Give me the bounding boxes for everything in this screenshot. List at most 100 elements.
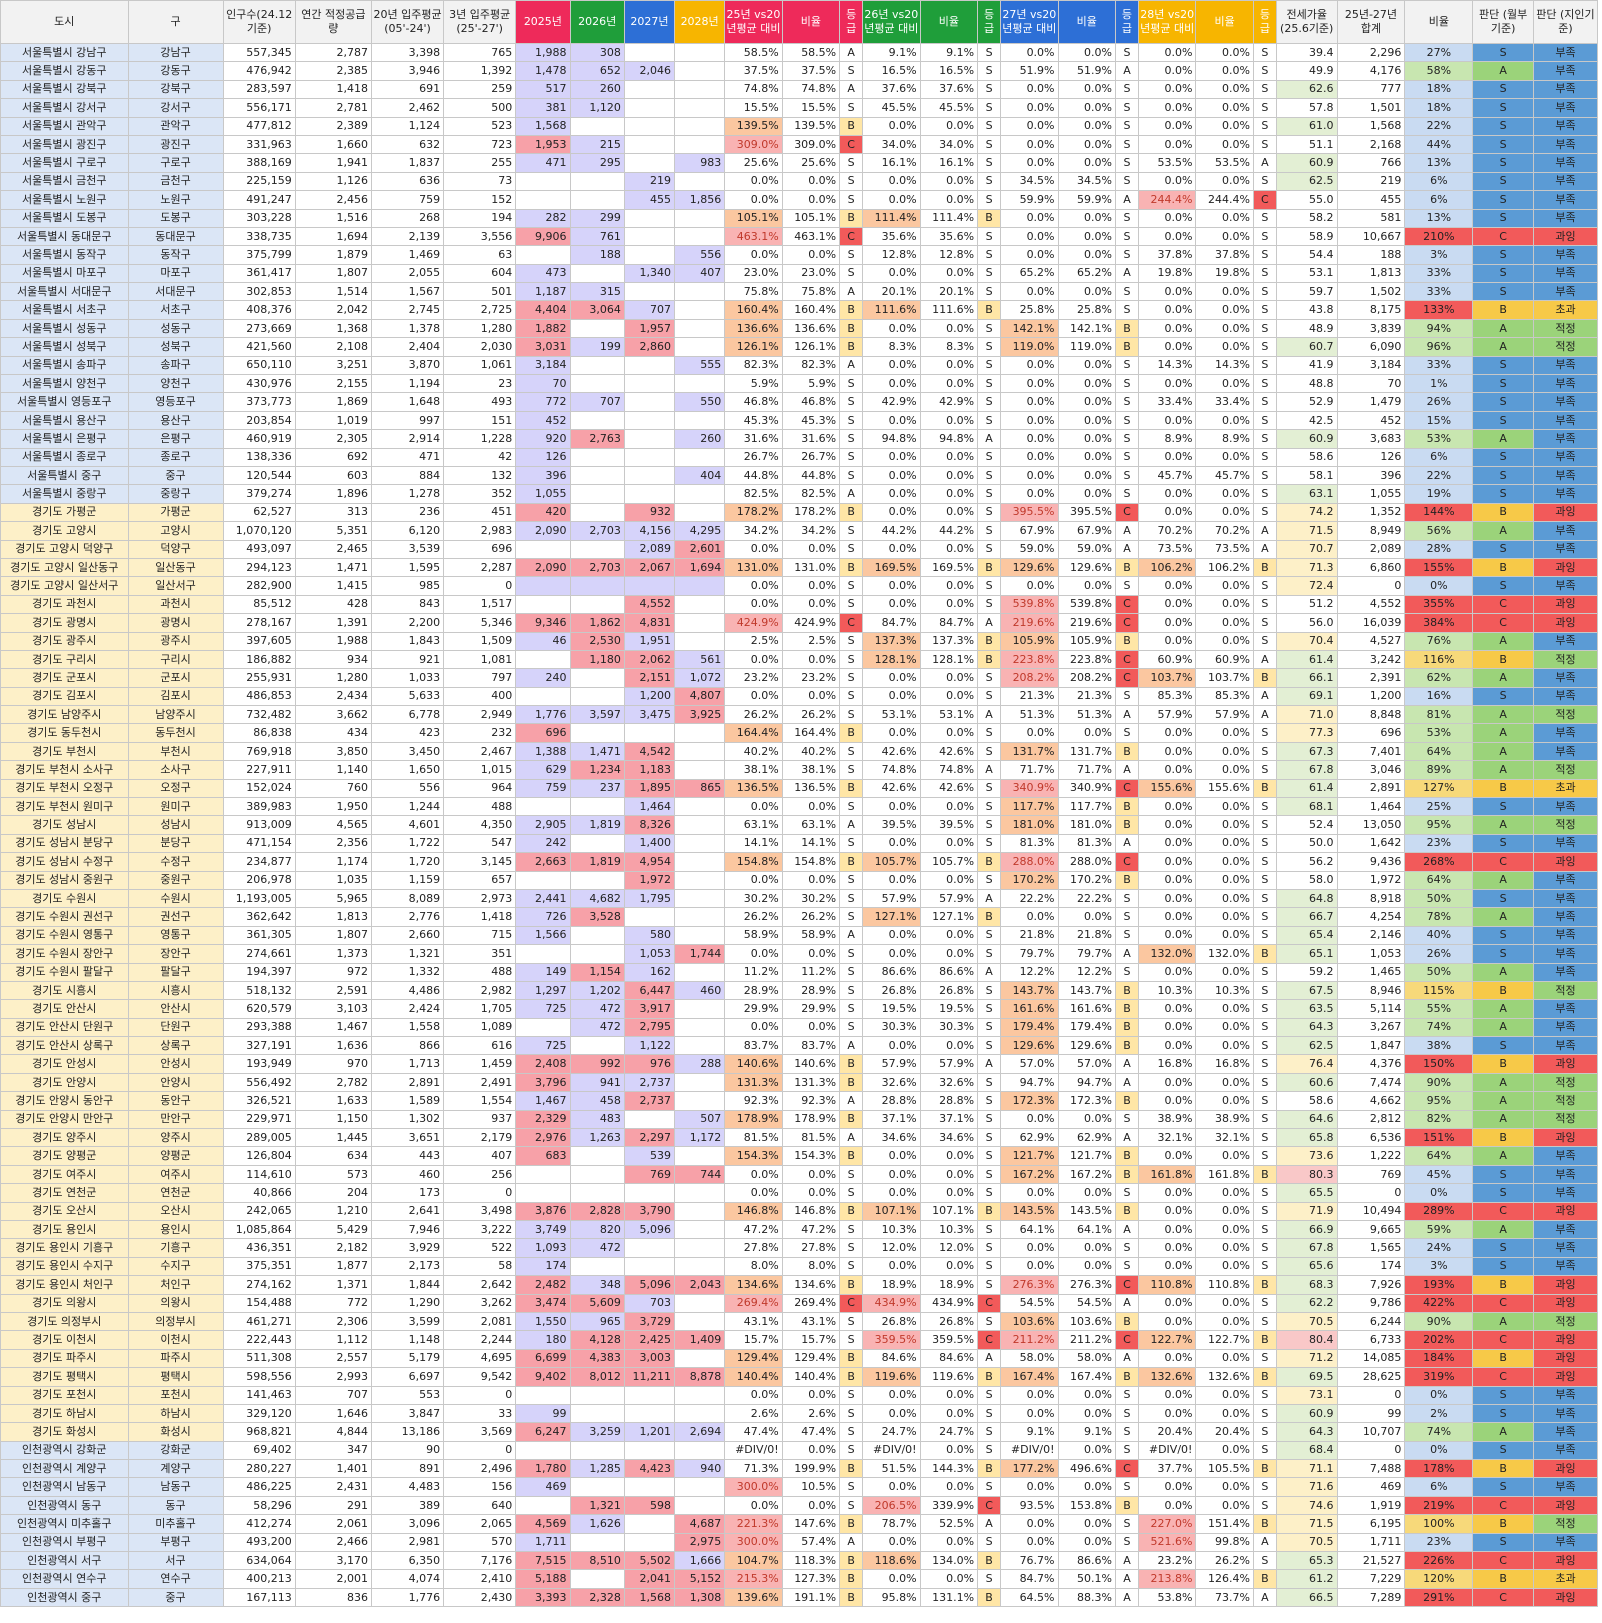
table-cell[interactable]: 10.3%	[1137, 980, 1197, 1001]
table-cell[interactable]: S	[1252, 870, 1277, 890]
table-cell[interactable]: 장안구	[127, 944, 224, 964]
table-cell[interactable]: 493,200	[222, 1532, 296, 1553]
table-cell[interactable]: B	[839, 1054, 864, 1074]
table-cell[interactable]: 6,247	[515, 1422, 571, 1442]
table-cell[interactable]	[569, 447, 625, 467]
table-cell[interactable]: 42.6%	[919, 778, 979, 799]
table-cell[interactable]: S	[1252, 502, 1277, 523]
table-cell[interactable]: 1,589	[370, 1091, 445, 1111]
table-cell[interactable]: 부족	[1532, 208, 1599, 228]
table-cell[interactable]: 2,062	[623, 649, 676, 670]
table-cell[interactable]: 경기도 양평군	[0, 1146, 129, 1166]
table-cell[interactable]: 0.0%	[1000, 1514, 1059, 1534]
table-cell[interactable]: 7,229	[1336, 1569, 1406, 1589]
table-cell[interactable]: 0.0%	[1195, 594, 1254, 615]
table-cell[interactable]: S	[1114, 1422, 1139, 1442]
table-cell[interactable]: 66.5	[1275, 1587, 1338, 1608]
table-cell[interactable]: 99	[1336, 1403, 1406, 1424]
table-cell[interactable]: 151	[443, 410, 517, 431]
table-cell[interactable]: S	[1252, 1183, 1277, 1203]
table-cell[interactable]: 1,093	[515, 1238, 571, 1258]
table-cell[interactable]: 225,159	[222, 171, 296, 192]
table-cell[interactable]: 1,941	[294, 153, 372, 173]
table-cell[interactable]: 부족	[1532, 1219, 1599, 1240]
table-cell[interactable]: 0.0%	[862, 465, 921, 486]
table-cell[interactable]: 8.0%	[781, 1256, 841, 1277]
table-cell[interactable]: 26.2%	[724, 705, 783, 725]
table-cell[interactable]: B	[1114, 1091, 1139, 1111]
table-cell[interactable]: 352	[443, 484, 517, 504]
table-cell[interactable]: 1,972	[623, 870, 676, 890]
table-cell[interactable]: 144.3%	[919, 1459, 979, 1479]
table-cell[interactable]: 65.5	[1275, 1183, 1338, 1203]
table-cell[interactable]: 0.0%	[1000, 723, 1059, 743]
table-cell[interactable]: 1,895	[623, 778, 676, 799]
table-cell[interactable]: 0.0%	[1137, 318, 1197, 339]
table-cell[interactable]: 2,795	[623, 1017, 676, 1038]
table-cell[interactable]: 1,595	[370, 557, 445, 578]
table-cell[interactable]: 455	[623, 190, 676, 210]
table-cell[interactable]: 223.8%	[1057, 649, 1116, 670]
table-cell[interactable]: 서울특별시 서초구	[0, 300, 129, 320]
table-cell[interactable]	[674, 1238, 726, 1258]
table-cell[interactable]: 3,569	[443, 1422, 517, 1442]
table-cell[interactable]: S	[1472, 79, 1534, 100]
table-cell[interactable]: 7,926	[1336, 1275, 1406, 1295]
table-cell[interactable]: 0.0%	[919, 465, 979, 486]
table-cell[interactable]: 18.9%	[862, 1275, 921, 1295]
table-cell[interactable]: 2,410	[443, 1569, 517, 1589]
table-cell[interactable]: 0.0%	[724, 539, 783, 559]
table-cell[interactable]: S	[839, 1256, 864, 1277]
table-cell[interactable]: 340.9%	[1057, 778, 1116, 799]
table-cell[interactable]: 42.6%	[862, 741, 921, 762]
table-cell[interactable]: 1,844	[370, 1275, 445, 1295]
table-cell[interactable]: 0.0%	[862, 594, 921, 615]
table-cell[interactable]	[515, 576, 571, 596]
table-cell[interactable]: 86.6%	[919, 962, 979, 982]
table-cell[interactable]: 58.1	[1275, 465, 1338, 486]
table-cell[interactable]: S	[1472, 1385, 1534, 1405]
table-cell[interactable]: 2,641	[370, 1201, 445, 1222]
table-cell[interactable]: 0.0%	[1057, 1477, 1116, 1497]
table-cell[interactable]: S	[839, 760, 864, 780]
table-cell[interactable]: 과잉	[1532, 1348, 1599, 1369]
table-cell[interactable]: 111.4%	[862, 208, 921, 228]
table-cell[interactable]: 110.8%	[1195, 1275, 1254, 1295]
table-cell[interactable]: 2,155	[294, 374, 372, 394]
table-cell[interactable]: 12.0%	[919, 1238, 979, 1258]
table-cell[interactable]: S	[977, 925, 1002, 946]
table-cell[interactable]: 143.5%	[1057, 1201, 1116, 1222]
table-cell[interactable]: A	[977, 760, 1002, 780]
table-cell[interactable]: S	[1252, 594, 1277, 615]
table-cell[interactable]: 2,591	[294, 980, 372, 1001]
table-cell[interactable]: 74.8%	[862, 760, 921, 780]
table-cell[interactable]: 23.0%	[724, 263, 783, 284]
table-cell[interactable]: 115%	[1404, 980, 1474, 1001]
table-cell[interactable]: 2,737	[623, 1091, 676, 1111]
table-cell[interactable]: 976	[623, 1054, 676, 1074]
table-cell[interactable]: 2,737	[623, 1072, 676, 1093]
table-cell[interactable]: 463.1%	[781, 226, 841, 247]
table-cell[interactable]: 송파구	[127, 355, 224, 376]
table-cell[interactable]: A	[977, 888, 1002, 909]
table-cell[interactable]: 556,492	[222, 1072, 296, 1093]
table-cell[interactable]: 35.6%	[919, 226, 979, 247]
table-cell[interactable]: 서울특별시 동작구	[0, 245, 129, 265]
table-cell[interactable]: B	[1472, 502, 1534, 523]
table-cell[interactable]: 기흥구	[127, 1238, 224, 1258]
table-cell[interactable]: 27.8%	[781, 1238, 841, 1258]
table-cell[interactable]: S	[1252, 337, 1277, 357]
table-cell[interactable]: 0.0%	[781, 539, 841, 559]
table-cell[interactable]: 서울특별시 마포구	[0, 263, 129, 284]
table-cell[interactable]	[569, 944, 625, 964]
table-cell[interactable]: 0.0%	[1057, 1238, 1116, 1258]
table-cell[interactable]: 53.8%	[1137, 1587, 1197, 1608]
table-cell[interactable]: 10.3%	[862, 1219, 921, 1240]
table-cell[interactable]: 과잉	[1532, 1128, 1599, 1148]
table-cell[interactable]: S	[839, 907, 864, 927]
table-cell[interactable]: 경기도 안산시 상록구	[0, 1036, 129, 1056]
table-cell[interactable]: S	[1114, 282, 1139, 302]
table-cell[interactable]: 0.0%	[1057, 226, 1116, 247]
table-cell[interactable]: S	[1114, 79, 1139, 100]
table-cell[interactable]: S	[839, 797, 864, 817]
